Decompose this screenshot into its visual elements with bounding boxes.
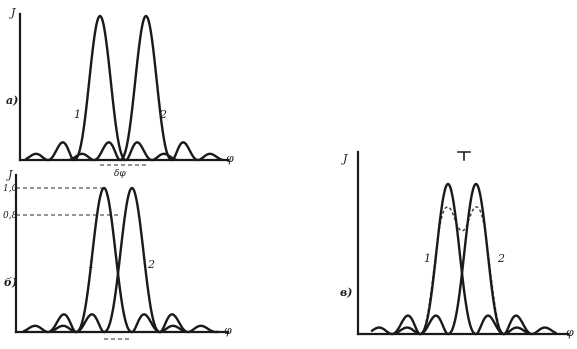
- panel-b-label: б): [4, 276, 17, 289]
- panel-c-peak-marker: [457, 151, 471, 161]
- panel-b-curve-2: [50, 186, 220, 334]
- panel-b-x-axis-label: φ: [224, 324, 232, 337]
- panel-b-y-axis-label: J: [6, 168, 13, 181]
- panel-a-separation-label: δφ: [114, 169, 126, 179]
- panel-b-tick-1-0: 1,0: [3, 184, 18, 194]
- panel-c-curve-1-label: 1: [424, 252, 431, 265]
- panel-b: J φ 1,0 0,8 б) 1 2: [3, 168, 232, 340]
- panel-c-curve-2: [394, 182, 558, 336]
- panel-b-curve-2-label: 2: [147, 258, 155, 271]
- panel-a-label: а): [6, 94, 18, 107]
- panel-c-x-axis-label: φ: [566, 326, 574, 339]
- panel-a-x-axis-label: φ: [226, 152, 234, 165]
- panel-a-curve-2-label: 2: [159, 108, 167, 121]
- panel-b-curve-1-label: 1: [88, 258, 95, 271]
- panel-a: J φ а) 1 2 δφ: [6, 6, 234, 179]
- panel-a-curve-2: [68, 14, 224, 162]
- panel-c-curve-2-label: 2: [497, 252, 505, 265]
- panel-a-curve-1-label: 1: [74, 108, 81, 121]
- panel-a-y-axis-label: J: [9, 6, 16, 19]
- panel-b-curve-1: [22, 186, 186, 334]
- panel-c: J φ в) 1 2: [340, 150, 574, 339]
- panel-b-tick-0-8: 0,8: [3, 211, 18, 221]
- panel-c-y-axis-label: J: [341, 152, 348, 165]
- panel-a-curve-1: [24, 14, 178, 162]
- panel-c-label: в): [340, 286, 352, 299]
